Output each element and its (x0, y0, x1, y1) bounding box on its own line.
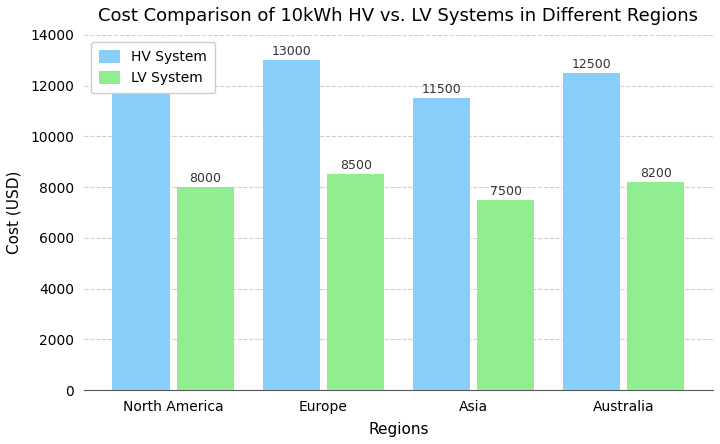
Title: Cost Comparison of 10kWh HV vs. LV Systems in Different Regions: Cost Comparison of 10kWh HV vs. LV Syste… (99, 7, 698, 25)
Text: 12000: 12000 (121, 71, 161, 83)
Bar (413, 98, 469, 390)
Bar (477, 200, 534, 390)
Text: 8500: 8500 (340, 159, 372, 172)
Y-axis label: Cost (USD): Cost (USD) (7, 171, 22, 254)
Text: 8200: 8200 (640, 167, 672, 180)
Text: 8000: 8000 (189, 172, 222, 185)
Text: 11500: 11500 (421, 83, 461, 96)
Text: 13000: 13000 (271, 45, 311, 58)
X-axis label: Regions: Regions (368, 422, 428, 437)
Text: 12500: 12500 (572, 58, 611, 71)
Bar (563, 73, 620, 390)
Bar (327, 174, 384, 390)
Bar (627, 182, 685, 390)
Bar (263, 60, 320, 390)
Bar (177, 187, 234, 390)
Legend: HV System, LV System: HV System, LV System (91, 42, 215, 93)
Bar (112, 86, 169, 390)
Text: 7500: 7500 (490, 185, 522, 198)
